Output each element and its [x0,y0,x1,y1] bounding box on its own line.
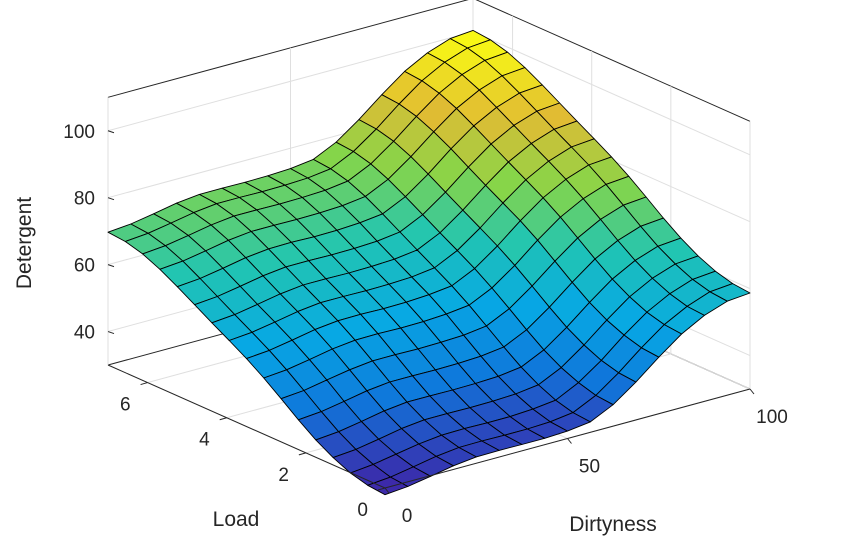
z-axis-label: Detergent [13,197,36,289]
axis-labels: Dirtyness Load Detergent [13,197,657,536]
y-tick-label: 0 [357,500,368,521]
surface-mesh [107,29,751,496]
y-axis-label: Load [213,508,260,531]
z-tick-mark [107,331,115,335]
z-tick-mark [107,264,115,268]
y-tick-mark [219,417,227,421]
z-tick-label: 40 [74,323,95,344]
x-axis-label: Dirtyness [569,513,657,536]
y-tick-mark [377,487,386,491]
y-tick-mark [140,382,148,386]
y-tick-label: 6 [120,395,131,416]
x-tick-mark [749,388,755,395]
grid-line-z-side [472,31,751,156]
z-tick-label: 100 [63,122,95,143]
z-tick-mark [107,130,115,134]
x-tick-label: 0 [402,506,413,527]
x-tick-mark [384,487,390,494]
z-tick-label: 80 [74,189,95,210]
grid-line-z [107,31,474,132]
z-tick-mark [107,197,115,201]
y-tick-mark [298,452,306,456]
x-tick-label: 100 [756,407,788,428]
axes-box-edge [475,0,751,122]
y-tick-label: 2 [278,465,289,486]
x-tick-mark [567,438,572,444]
axis-ticks: 0 50 100 0 2 4 6 40 60 80 100 [63,122,788,527]
y-axis-line [107,364,386,489]
surface-patch [367,476,409,496]
y-tick-label: 4 [199,430,210,451]
z-tick-label: 60 [74,256,95,277]
x-tick-label: 50 [579,457,600,478]
